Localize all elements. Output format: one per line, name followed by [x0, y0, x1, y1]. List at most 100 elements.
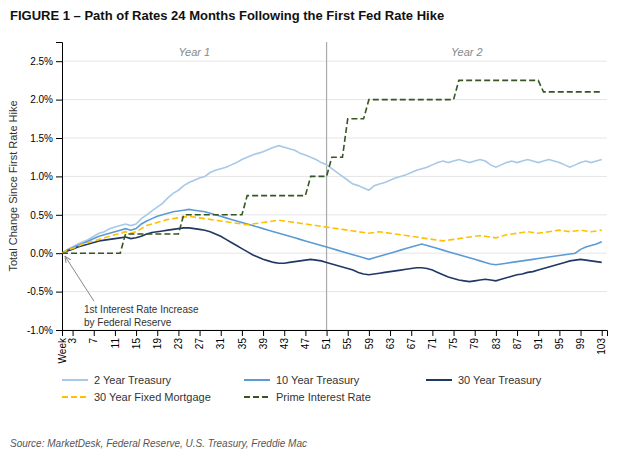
x-tick-label: 67 — [406, 338, 417, 350]
series-line — [62, 228, 602, 282]
y-tick-mark — [56, 100, 62, 101]
legend-swatch — [62, 379, 88, 381]
y-tick-mark — [56, 253, 62, 254]
source: Source: MarketDesk, Federal Reserve, U.S… — [10, 438, 307, 449]
x-tick-label: 39 — [258, 338, 269, 350]
x-tick: Week — [57, 330, 68, 363]
legend: 2 Year Treasury10 Year Treasury30 Year T… — [62, 374, 542, 403]
x-tick: 55 — [342, 330, 353, 349]
x-tick-mark — [559, 330, 560, 336]
x-tick: 63 — [385, 330, 396, 349]
period-label: Year 2 — [451, 46, 483, 58]
y-tick: 2.0% — [30, 94, 62, 105]
x-tick-label: 63 — [385, 338, 396, 350]
x-tick-mark — [94, 330, 95, 336]
x-tick-mark — [305, 330, 306, 336]
annotation-arrow — [65, 256, 94, 301]
x-tick: 91 — [533, 330, 544, 349]
x-tick: 83 — [491, 330, 502, 349]
x-tick: 99 — [575, 330, 586, 349]
legend-item: 30 Year Fixed Mortgage — [62, 391, 211, 403]
x-tick-mark — [475, 330, 476, 336]
x-tick-label: 99 — [575, 338, 586, 350]
x-tick-label: 7 — [88, 338, 99, 344]
x-tick-mark — [602, 330, 603, 336]
x-tick: 87 — [512, 330, 523, 349]
legend-label: 2 Year Treasury — [94, 374, 172, 386]
x-axis-line — [63, 331, 608, 337]
y-tick-mark — [56, 138, 62, 139]
x-tick-label: 51 — [321, 338, 332, 350]
grid — [62, 61, 607, 330]
grid-line — [62, 214, 607, 215]
x-tick: 31 — [215, 330, 226, 349]
legend-swatch — [62, 396, 88, 398]
legend-item: 2 Year Treasury — [62, 374, 172, 386]
y-tick: 1.0% — [30, 171, 62, 182]
y-tick: -0.5% — [27, 286, 62, 297]
x-tick: 43 — [279, 330, 290, 349]
x-tick: 71 — [427, 330, 438, 349]
x-tick: 15 — [131, 330, 142, 349]
x-tick-mark — [496, 330, 497, 336]
title: FIGURE 1 – Path of Rates 24 Months Follo… — [10, 8, 444, 23]
x-tick-mark — [200, 330, 201, 336]
x-tick: 35 — [237, 330, 248, 349]
x-tick: 39 — [258, 330, 269, 349]
y-tick-label: 2.0% — [30, 94, 53, 105]
legend-swatch — [244, 379, 270, 381]
x-tick-label: 15 — [131, 338, 142, 350]
x-tick-mark — [517, 330, 518, 336]
y-tick-mark — [56, 61, 62, 62]
x-tick: 67 — [406, 330, 417, 349]
legend-swatch — [426, 379, 452, 381]
y-tick: 0.0% — [30, 248, 62, 259]
grid-line — [62, 99, 607, 100]
y-tick-mark — [56, 215, 62, 216]
x-tick: 103 — [596, 330, 607, 355]
x-tick-mark — [327, 330, 328, 336]
x-tick-label: 35 — [237, 338, 248, 350]
grid-line — [62, 176, 607, 177]
plot: Week371115192327313539434751555963677175… — [27, 42, 608, 363]
period-label: Year 1 — [178, 46, 210, 58]
x-tick-label: 75 — [448, 338, 459, 350]
x-tick-label: 71 — [427, 338, 438, 350]
x-tick: 79 — [469, 330, 480, 349]
x-tick: 19 — [152, 330, 163, 349]
x-tick-mark — [454, 330, 455, 336]
legend-label: 10 Year Treasury — [276, 374, 360, 386]
x-tick-mark — [538, 330, 539, 336]
x-axis: Week371115192327313539434751555963677175… — [57, 330, 608, 363]
x-tick: 7 — [88, 330, 99, 344]
x-tick-mark — [263, 330, 264, 336]
legend-swatch — [244, 396, 270, 398]
y-tick-label: -0.5% — [27, 286, 53, 297]
x-tick-label: 27 — [194, 338, 205, 350]
series-line — [62, 80, 602, 253]
x-tick-label: 95 — [554, 338, 565, 350]
x-tick-mark — [390, 330, 391, 336]
x-tick-label: 91 — [533, 338, 544, 350]
x-tick-mark — [242, 330, 243, 336]
grid-line — [62, 138, 607, 139]
x-tick-label: 3 — [67, 338, 78, 344]
chart: FIGURE 1 – Path of Rates 24 Months Follo… — [0, 0, 623, 455]
x-tick: 47 — [300, 330, 311, 349]
y-tick-mark — [56, 330, 62, 331]
divider — [326, 42, 327, 330]
x-tick-label: 79 — [469, 338, 480, 350]
x-tick-label: 59 — [364, 338, 375, 350]
y-axis-title: Total Change Since First Rate Hike — [7, 100, 19, 271]
y-tick-label: -1.0% — [27, 325, 53, 336]
x-tick: 59 — [364, 330, 375, 349]
y-tick-label: 0.5% — [30, 210, 53, 221]
y-tick: 0.5% — [30, 210, 62, 221]
legend-label: Prime Interest Rate — [276, 391, 371, 403]
x-tick-label: 19 — [152, 338, 163, 350]
x-tick-label: 103 — [596, 338, 607, 355]
x-tick: 95 — [554, 330, 565, 349]
x-tick-mark — [136, 330, 137, 336]
x-tick: 11 — [110, 330, 121, 348]
data — [62, 42, 602, 330]
